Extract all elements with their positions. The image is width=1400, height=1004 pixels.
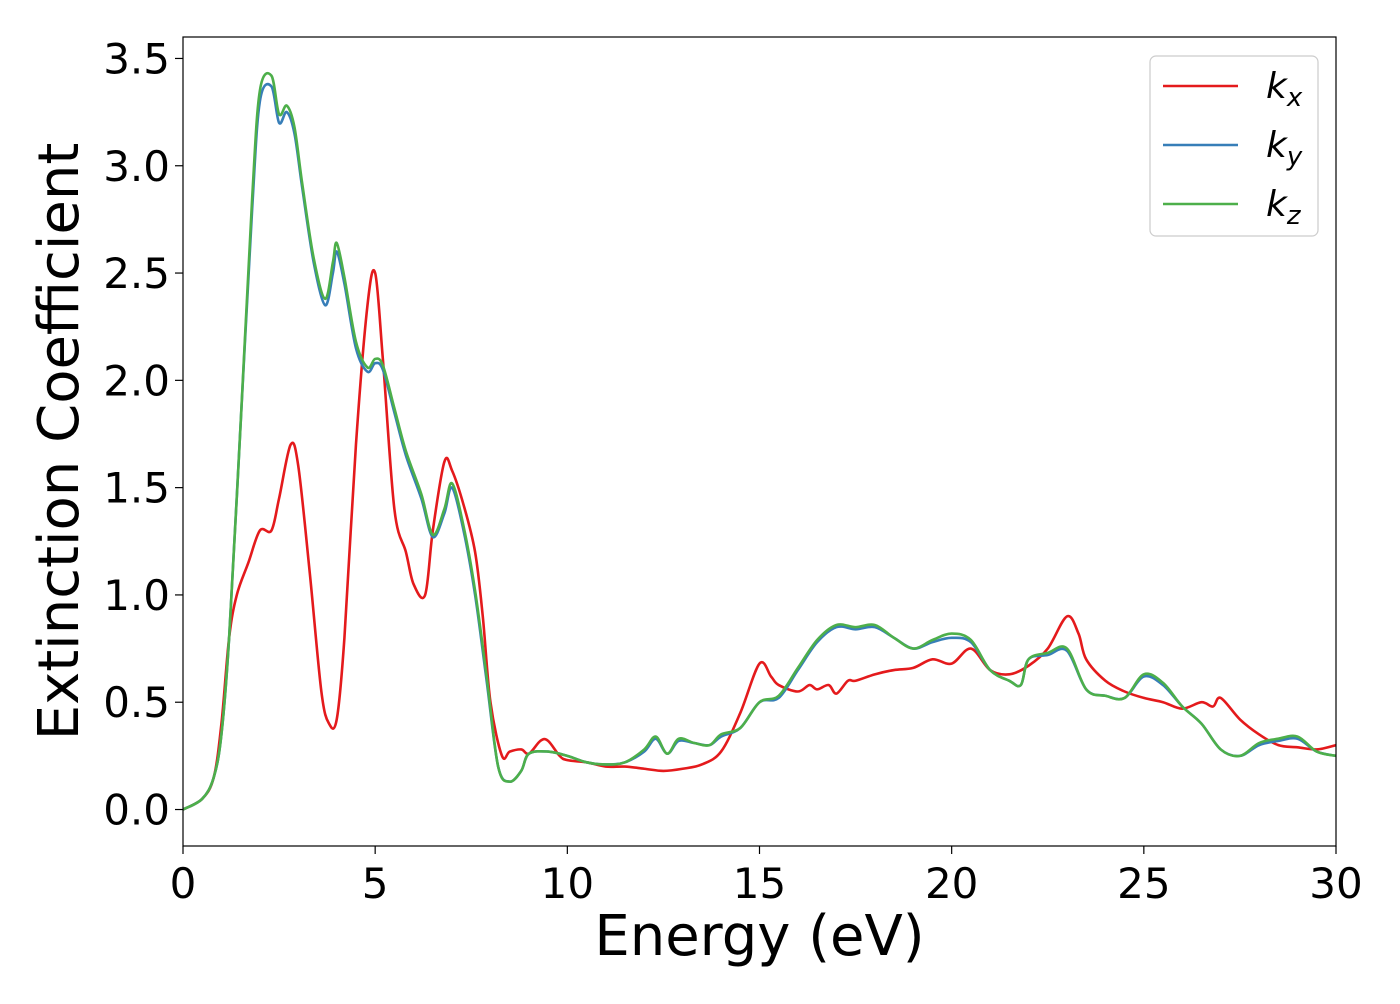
series-lines bbox=[183, 71, 1336, 811]
y-tick-label: 1.0 bbox=[103, 571, 170, 620]
y-tick-label: 2.5 bbox=[103, 249, 170, 298]
y-tick-label: 0.0 bbox=[103, 786, 170, 835]
x-tick-label: 25 bbox=[1117, 859, 1170, 908]
legend-label-ky: ky bbox=[1266, 125, 1303, 172]
y-tick-label: 2.0 bbox=[103, 356, 170, 405]
x-tick-label: 15 bbox=[733, 859, 786, 908]
x-ticks: 0 5 10 15 20 25 30 bbox=[170, 846, 1363, 908]
legend: kx ky kz bbox=[1149, 55, 1319, 237]
x-axis-label: Energy (eV) bbox=[594, 904, 924, 969]
x-tick-label: 10 bbox=[541, 859, 594, 908]
y-tick-label: 3.0 bbox=[103, 142, 170, 191]
x-tick-label: 30 bbox=[1309, 859, 1362, 908]
x-tick-label: 20 bbox=[925, 859, 978, 908]
x-tick-label: 5 bbox=[362, 859, 389, 908]
legend-label-kz: kz bbox=[1266, 184, 1302, 231]
y-tick-label: 3.5 bbox=[103, 34, 170, 83]
y-tick-label: 1.5 bbox=[103, 464, 170, 513]
y-tick-label: 0.5 bbox=[103, 678, 170, 727]
y-axis-label: Extinction Coefficient bbox=[27, 143, 92, 741]
series-line-kz bbox=[183, 71, 1336, 811]
series-line-kx bbox=[183, 268, 1336, 811]
legend-label-kx: kx bbox=[1266, 66, 1303, 113]
y-ticks: 0.0 0.5 1.0 1.5 2.0 2.5 3.0 3.5 bbox=[103, 34, 183, 835]
x-tick-label: 0 bbox=[170, 859, 197, 908]
